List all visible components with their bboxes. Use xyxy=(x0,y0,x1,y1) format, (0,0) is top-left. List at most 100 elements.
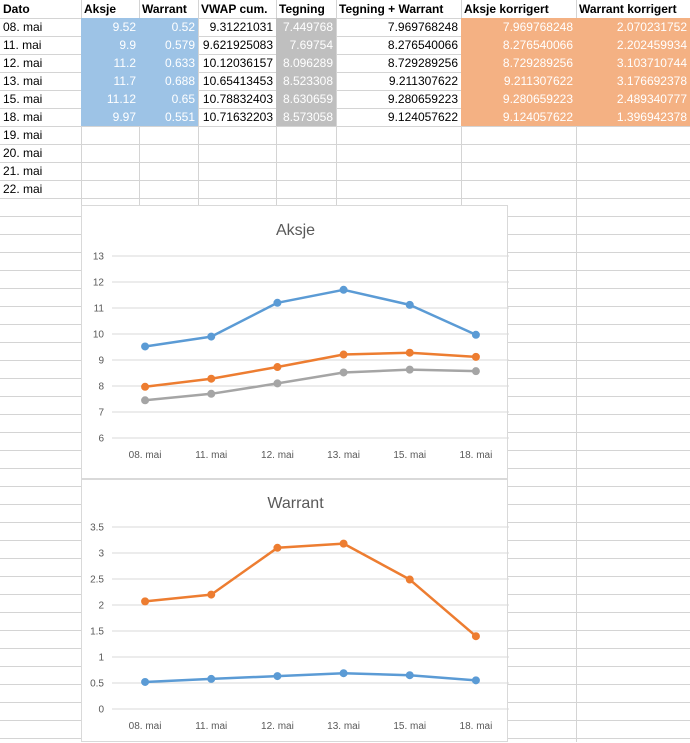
table-cell[interactable]: 0.633 xyxy=(139,54,198,72)
table-cell[interactable]: 7.969768248 xyxy=(387,20,458,34)
table-cell[interactable] xyxy=(276,126,336,144)
table-cell[interactable] xyxy=(276,180,336,198)
table-cell[interactable]: 8.096289 xyxy=(276,54,336,72)
table-cell[interactable]: 7.69754 xyxy=(276,36,336,54)
table-cell[interactable] xyxy=(139,180,198,198)
table-cell[interactable] xyxy=(336,126,461,144)
table-cell[interactable]: 9.97 xyxy=(81,108,139,126)
table-cell[interactable]: 2.070231752 xyxy=(576,18,690,36)
column-header[interactable]: Warrant xyxy=(142,2,187,16)
column-header[interactable]: Warrant korrigert xyxy=(579,2,677,16)
table-cell[interactable] xyxy=(198,162,276,180)
table-cell[interactable]: 11. mai xyxy=(3,38,42,52)
table-cell[interactable]: 3.103710744 xyxy=(576,54,690,72)
table-cell[interactable]: 9.280659223 xyxy=(461,90,576,108)
table-cell[interactable]: 9.9 xyxy=(81,36,139,54)
table-cell[interactable] xyxy=(81,144,139,162)
table-cell[interactable]: 13. mai xyxy=(3,74,43,88)
table-cell[interactable] xyxy=(461,180,576,198)
table-cell[interactable]: 8.523308 xyxy=(276,72,336,90)
table-cell[interactable]: 10.65413453 xyxy=(202,74,273,88)
table-cell[interactable]: 3.176692378 xyxy=(576,72,690,90)
table-cell[interactable] xyxy=(576,126,690,144)
column-header[interactable]: Aksje korrigert xyxy=(464,2,549,16)
y-tick-label: 3 xyxy=(98,549,104,560)
table-cell[interactable]: 8.276540066 xyxy=(461,36,576,54)
table-cell[interactable] xyxy=(139,162,198,180)
table-cell[interactable]: 2.489340777 xyxy=(576,90,690,108)
table-cell[interactable] xyxy=(81,180,139,198)
table-cell[interactable] xyxy=(576,144,690,162)
table-cell[interactable]: 22. mai xyxy=(3,182,43,196)
chart-aksje-svg: Aksje 6 7 8 9 10 11 12 13 08. mai 11. mai 12. mai 13… xyxy=(93,222,509,461)
table-cell[interactable]: 18. mai xyxy=(3,110,43,124)
table-cell[interactable]: 9.211307622 xyxy=(461,72,576,90)
table-cell[interactable]: 0.551 xyxy=(139,108,198,126)
table-cell[interactable] xyxy=(461,126,576,144)
table-cell[interactable]: 0.65 xyxy=(139,90,198,108)
table-cell[interactable]: 9.280659223 xyxy=(387,92,458,106)
table-cell[interactable] xyxy=(198,126,276,144)
table-cell[interactable] xyxy=(139,144,198,162)
grid-row-line xyxy=(0,72,690,73)
table-cell[interactable]: 8.729289256 xyxy=(461,54,576,72)
table-cell[interactable]: 8.276540066 xyxy=(387,38,458,52)
table-cell[interactable]: 11.7 xyxy=(81,72,139,90)
table-cell[interactable]: 9.31221031 xyxy=(209,20,273,34)
table-cell[interactable]: 11.2 xyxy=(81,54,139,72)
table-cell[interactable]: 8.630659 xyxy=(276,90,336,108)
table-cell[interactable]: 0.688 xyxy=(139,72,198,90)
table-cell[interactable] xyxy=(576,180,690,198)
table-cell[interactable]: 8.573058 xyxy=(276,108,336,126)
table-cell[interactable]: 0.52 xyxy=(139,18,198,36)
table-cell[interactable]: 2.202459934 xyxy=(576,36,690,54)
table-cell[interactable]: 1.396942378 xyxy=(576,108,690,126)
x-tick-label: 08. mai xyxy=(129,721,162,732)
table-cell[interactable] xyxy=(461,144,576,162)
table-cell[interactable]: 8.729289256 xyxy=(387,56,458,70)
table-cell[interactable] xyxy=(576,162,690,180)
table-cell[interactable] xyxy=(336,144,461,162)
table-cell[interactable]: 7.449768 xyxy=(276,18,336,36)
table-cell[interactable]: 10.12036157 xyxy=(202,56,273,70)
column-header[interactable]: Tegning xyxy=(279,2,325,16)
table-cell[interactable] xyxy=(198,144,276,162)
table-cell[interactable]: 9.211307622 xyxy=(388,74,458,88)
table-cell[interactable] xyxy=(461,162,576,180)
table-cell[interactable] xyxy=(139,126,198,144)
table-cell[interactable]: 12. mai xyxy=(3,56,43,70)
data-point xyxy=(471,367,480,376)
table-cell[interactable]: 9.621925083 xyxy=(202,38,273,52)
table-cell[interactable]: 19. mai xyxy=(3,128,43,142)
table-cell[interactable]: 9.124057622 xyxy=(461,108,576,126)
column-header[interactable]: Dato xyxy=(3,2,30,16)
data-point xyxy=(273,379,282,388)
table-cell[interactable]: 7.969768248 xyxy=(461,18,576,36)
table-cell[interactable]: 15. mai xyxy=(3,92,43,106)
table-cell[interactable] xyxy=(336,180,461,198)
data-point xyxy=(405,671,414,680)
data-point xyxy=(141,597,150,606)
table-cell[interactable] xyxy=(81,126,139,144)
grid-row-line xyxy=(0,90,690,91)
column-header[interactable]: VWAP cum. xyxy=(201,2,268,16)
table-cell[interactable] xyxy=(336,162,461,180)
table-cell[interactable]: 08. mai xyxy=(3,20,43,34)
column-header[interactable]: Tegning + Warrant xyxy=(339,2,444,16)
table-cell[interactable]: 20. mai xyxy=(3,146,43,160)
table-cell[interactable]: 9.52 xyxy=(81,18,139,36)
chart-aksje[interactable]: Aksje 6 7 8 9 10 11 12 13 08. mai 11. mai 12. mai 13… xyxy=(81,205,509,479)
table-cell[interactable]: 10.78832403 xyxy=(202,92,273,106)
table-cell[interactable]: 0.579 xyxy=(139,36,198,54)
table-cell[interactable]: 11.12 xyxy=(81,90,139,108)
series-line xyxy=(145,671,477,684)
table-cell[interactable]: 21. mai xyxy=(3,164,43,178)
table-cell[interactable] xyxy=(81,162,139,180)
table-cell[interactable]: 10.71632203 xyxy=(202,110,273,124)
chart-warrant[interactable]: Warrant 0 0.5 1 1.5 2 2.5 3 3.5 08. mai 11. mai 12.… xyxy=(81,479,509,742)
table-cell[interactable] xyxy=(198,180,276,198)
table-cell[interactable] xyxy=(276,144,336,162)
column-header[interactable]: Aksje xyxy=(84,2,117,16)
table-cell[interactable] xyxy=(276,162,336,180)
table-cell[interactable]: 9.124057622 xyxy=(387,110,458,124)
